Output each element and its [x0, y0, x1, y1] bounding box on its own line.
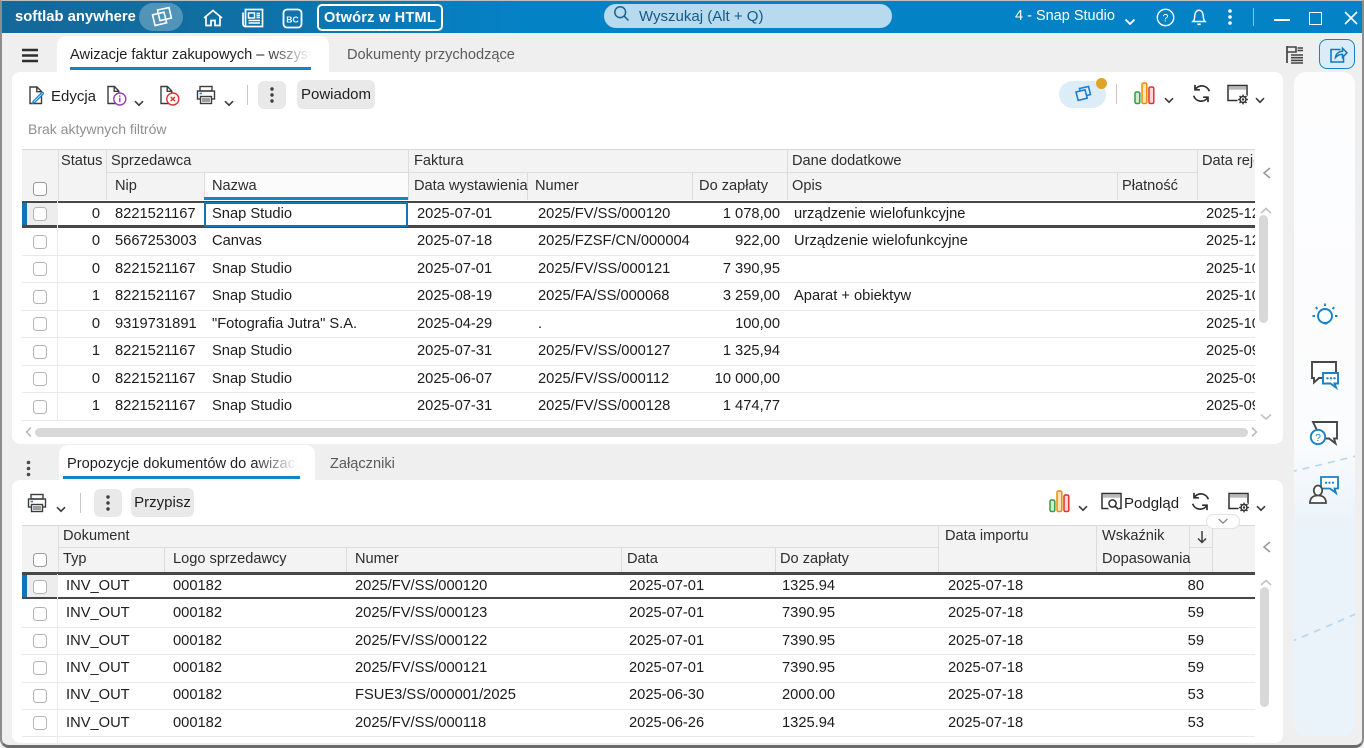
svg-text:?: ? — [1163, 13, 1169, 25]
svg-text:?: ? — [1315, 432, 1321, 444]
svg-text:BC: BC — [286, 14, 298, 24]
